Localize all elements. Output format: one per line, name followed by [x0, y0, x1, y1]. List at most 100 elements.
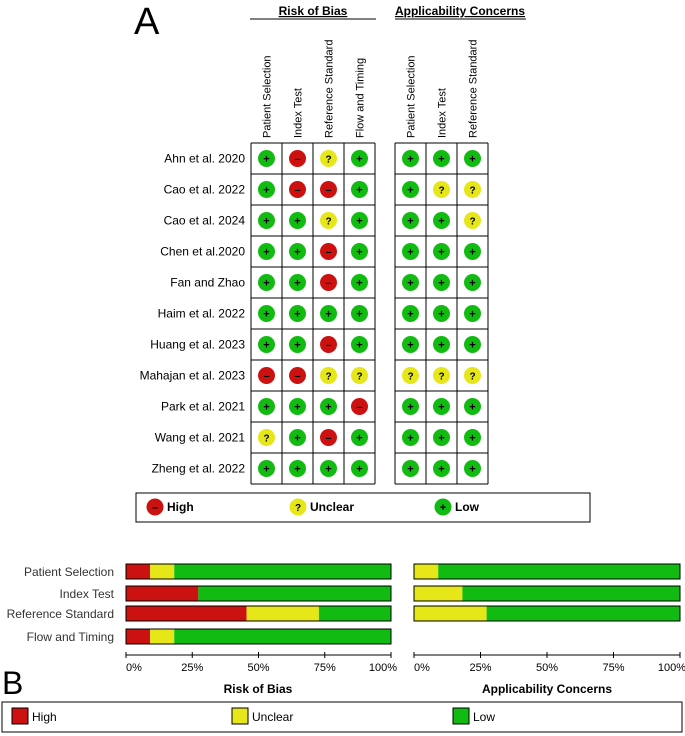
judgement-low-park-et-al-2021-bias-0: +	[258, 398, 275, 415]
judgement-low-huang-et-al-2023-applicability-0: +	[402, 336, 419, 353]
svg-text:?: ?	[263, 434, 269, 445]
judgement-low-cao-et-al-2024-bias-0: +	[258, 212, 275, 229]
svg-text:+: +	[294, 247, 300, 259]
bar-risk-of-bias-flow-and-timing-high	[126, 629, 151, 644]
judgement-low-fan-and-zhao-bias-3: +	[351, 274, 368, 291]
svg-text:+: +	[469, 402, 475, 414]
svg-text:+: +	[356, 464, 362, 476]
judgement-low-haim-et-al-2022-applicability-1: +	[433, 305, 450, 322]
judgement-low-ahn-et-al-2020-applicability-0: +	[402, 150, 419, 167]
judgement-low-huang-et-al-2023-applicability-2: +	[464, 336, 481, 353]
judgement-low-park-et-al-2021-bias-2: +	[320, 398, 337, 415]
judgement-unclear-cao-et-al-2022-applicability-2: ?	[464, 181, 481, 198]
judgement-low-zheng-et-al-2022-bias-2: +	[320, 460, 337, 477]
judgement-low-cao-et-al-2022-applicability-0: +	[402, 181, 419, 198]
judgement-unclear-cao-et-al-2024-applicability-2: ?	[464, 212, 481, 229]
summary-grid	[250, 142, 489, 485]
judgement-low-huang-et-al-2023-bias-1: +	[289, 336, 306, 353]
svg-text:–: –	[325, 278, 331, 290]
svg-text:+: +	[263, 154, 269, 166]
svg-text:+: +	[294, 464, 300, 476]
axis-title-risk-of-bias: Risk of Bias	[224, 682, 293, 696]
judgement-low-chen-et-al-2020-bias-0: +	[258, 243, 275, 260]
bar-legend-box	[1, 701, 683, 733]
bar-applicability-concerns-index-test-low	[462, 586, 680, 601]
x-tick-label: 75%	[602, 662, 624, 674]
svg-text:+: +	[356, 216, 362, 228]
study-label-haim-et-al-2022: Haim et al. 2022	[158, 307, 246, 321]
judgement-low-haim-et-al-2022-bias-2: +	[320, 305, 337, 322]
svg-text:+: +	[356, 340, 362, 352]
svg-text:+: +	[438, 216, 444, 228]
svg-text:+: +	[356, 309, 362, 321]
bar-legend-item-unclear: Unclear	[231, 707, 293, 725]
x-tick-label: 50%	[536, 662, 558, 674]
svg-text:Low: Low	[473, 710, 495, 724]
svg-text:+: +	[438, 433, 444, 445]
judgement-high-mahajan-et-al-2023-bias-0: –	[258, 367, 275, 384]
svg-text:+: +	[438, 402, 444, 414]
x-tick-label: 75%	[314, 662, 336, 674]
svg-text:+: +	[407, 340, 413, 352]
svg-text:–: –	[325, 340, 331, 352]
svg-text:+: +	[325, 464, 331, 476]
svg-text:+: +	[438, 309, 444, 321]
column-headers: Patient Selection Index Test Reference Sta…	[262, 40, 480, 138]
x-tick-label: 0%	[414, 662, 430, 674]
bar-category-index-test: Index Test	[60, 587, 115, 601]
judgement-low-huang-et-al-2023-applicability-1: +	[433, 336, 450, 353]
svg-text:+: +	[356, 247, 362, 259]
svg-text:+: +	[356, 185, 362, 197]
bar-risk-of-bias-index-test-low	[198, 586, 391, 601]
judgement-low-fan-and-zhao-applicability-0: +	[402, 274, 419, 291]
svg-text:+: +	[469, 464, 475, 476]
summary-legend-item-high: – High	[146, 498, 194, 516]
svg-text:?: ?	[295, 503, 301, 514]
svg-text:+: +	[469, 278, 475, 290]
column-header-risk-of-bias-flow-and-timing: Flow and Timing	[355, 58, 367, 138]
svg-text:+: +	[356, 433, 362, 445]
judgement-low-huang-et-al-2023-bias-3: +	[351, 336, 368, 353]
bias-graph: Patient Selection Index Test Reference Sta…	[1, 563, 685, 733]
judgement-low-zheng-et-al-2022-applicability-0: +	[402, 460, 419, 477]
svg-text:+: +	[438, 154, 444, 166]
svg-text:+: +	[325, 402, 331, 414]
summary-legend-item-low: + Low	[434, 498, 480, 516]
svg-text:+: +	[263, 309, 269, 321]
study-label-ahn-et-al-2020: Ahn et al. 2020	[164, 152, 245, 166]
svg-text:+: +	[263, 464, 269, 476]
x-tick-label: 0%	[126, 662, 142, 674]
svg-text:Low: Low	[455, 500, 480, 514]
study-label-cao-et-al-2022: Cao et al. 2022	[164, 183, 246, 197]
judgement-low-cao-et-al-2024-bias-3: +	[351, 212, 368, 229]
x-tick-label: 50%	[247, 662, 269, 674]
judgement-low-chen-et-al-2020-bias-3: +	[351, 243, 368, 260]
svg-text:+: +	[407, 247, 413, 259]
svg-text:+: +	[294, 433, 300, 445]
judgement-low-haim-et-al-2022-applicability-0: +	[402, 305, 419, 322]
svg-text:–: –	[294, 154, 300, 166]
bar-outline	[413, 563, 681, 580]
svg-text:High: High	[32, 710, 57, 724]
svg-text:+: +	[294, 216, 300, 228]
bar-applicability-concerns-index-test-unclear	[414, 586, 463, 601]
svg-text:+: +	[263, 185, 269, 197]
svg-text:+: +	[407, 216, 413, 228]
judgement-low-ahn-et-al-2020-applicability-1: +	[433, 150, 450, 167]
svg-text:+: +	[294, 278, 300, 290]
study-label-huang-et-al-2023: Huang et al. 2023	[150, 338, 245, 352]
judgement-unclear-mahajan-et-al-2023-bias-2: ?	[320, 367, 337, 384]
svg-text:?: ?	[469, 372, 475, 383]
judgement-high-wang-et-al-2021-bias-2: –	[320, 429, 337, 446]
panel-label-a: A	[134, 1, 160, 43]
svg-text:+: +	[469, 433, 475, 445]
svg-text:+: +	[325, 309, 331, 321]
judgement-unclear-wang-et-al-2021-bias-0: ?	[258, 429, 275, 446]
bar-outline	[125, 605, 392, 622]
svg-text:?: ?	[356, 372, 362, 383]
judgement-low-chen-et-al-2020-applicability-1: +	[433, 243, 450, 260]
svg-text:+: +	[438, 340, 444, 352]
bar-risk-of-bias-flow-and-timing-unclear	[150, 629, 175, 644]
study-label-cao-et-al-2024: Cao et al. 2024	[164, 214, 246, 228]
column-header-risk-of-bias-index-test: Index Test	[293, 88, 305, 138]
